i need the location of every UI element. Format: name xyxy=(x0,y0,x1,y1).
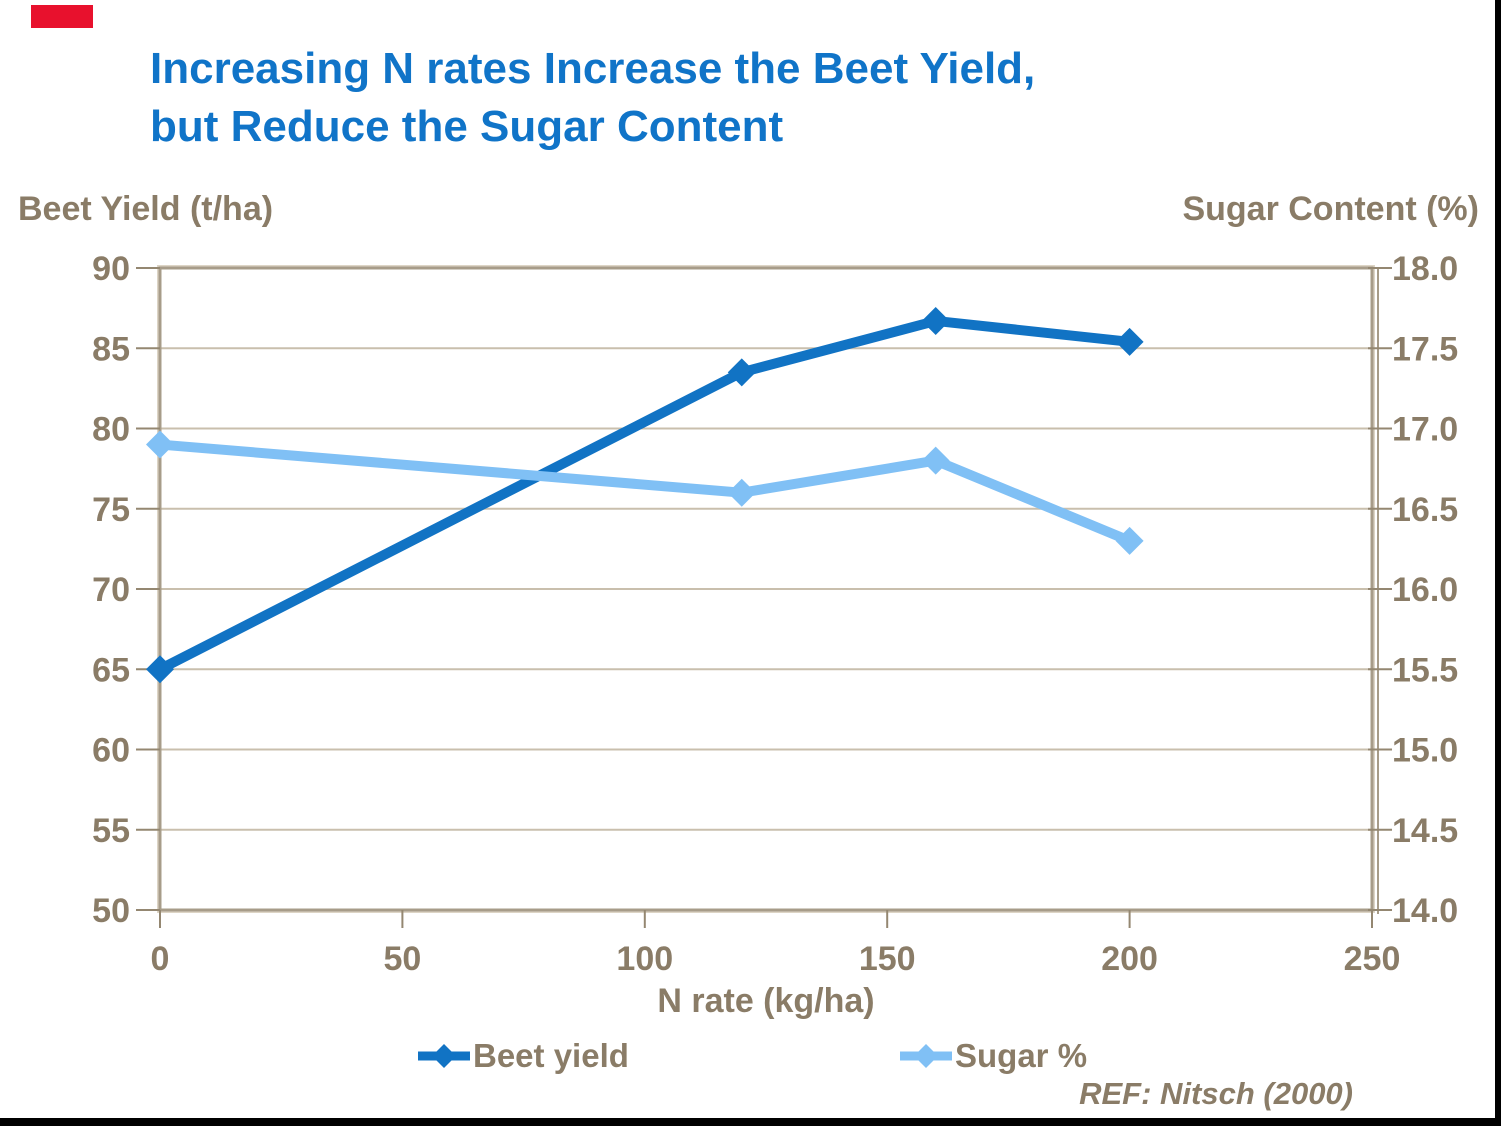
y-tick-label-left: 85 xyxy=(92,330,130,368)
y-tick-label-left: 70 xyxy=(92,571,130,609)
right-axis-title: Sugar Content (%) xyxy=(1182,190,1479,228)
beet-yield-marker xyxy=(727,358,756,387)
y-tick-label-left: 90 xyxy=(92,250,130,288)
slide-right-border xyxy=(1495,0,1501,1126)
legend-label-beet-yield: Beet yield xyxy=(473,1037,629,1074)
y-tick-label-left: 55 xyxy=(92,812,130,850)
legend-marker-sugar-icon xyxy=(900,1044,952,1068)
sugar-marker xyxy=(146,430,174,459)
x-tick-label: 50 xyxy=(383,940,421,978)
legend-marker-beet-icon xyxy=(418,1044,470,1068)
y-tick-label-right: 17.5 xyxy=(1392,330,1458,368)
y-tick-label-right: 15.0 xyxy=(1392,732,1458,770)
beet-yield-marker xyxy=(921,306,950,335)
x-tick-label: 0 xyxy=(151,940,170,978)
y-tick-label-right: 18.0 xyxy=(1392,250,1458,288)
y-tick-label-left: 80 xyxy=(92,411,130,449)
reference-text: REF: Nitsch (2000) xyxy=(1079,1076,1353,1111)
beet-yield-line xyxy=(155,315,1135,675)
left-axis-title: Beet Yield (t/ha) xyxy=(18,190,274,228)
legend-item-beet-yield: Beet yield xyxy=(416,1036,629,1076)
legend-label-sugar: Sugar % xyxy=(955,1037,1088,1074)
y-tick-label-right: 16.5 xyxy=(1392,491,1458,529)
slide-bottom-border xyxy=(0,1118,1501,1126)
sugar-marker xyxy=(727,478,756,507)
y-tick-label-left: 75 xyxy=(92,491,130,529)
beet-yield-marker xyxy=(146,655,174,684)
y-tick-label-left: 60 xyxy=(92,732,130,770)
title-line-2: but Reduce the Sugar Content xyxy=(150,102,784,151)
beet-yield-marker xyxy=(1115,327,1144,356)
y-tick-label-left: 50 xyxy=(92,892,130,930)
title-line-1: Increasing N rates Increase the Beet Yie… xyxy=(150,44,1036,93)
red-accent-bar xyxy=(31,5,93,28)
sugar-line xyxy=(155,439,1135,546)
y-tick-label-left: 65 xyxy=(92,651,130,689)
x-tick-label: 250 xyxy=(1344,940,1401,978)
sugar-marker xyxy=(921,446,950,475)
chart-title: Increasing N rates Increase the Beet Yie… xyxy=(150,40,1035,156)
legend-item-sugar: Sugar % xyxy=(898,1036,1087,1076)
x-axis-title: N rate (kg/ha) xyxy=(657,982,875,1020)
y-tick-label-right: 17.0 xyxy=(1392,411,1458,449)
x-tick-label: 200 xyxy=(1101,940,1158,978)
y-tick-label-right: 14.5 xyxy=(1392,812,1458,850)
y-tick-label-right: 14.0 xyxy=(1392,892,1458,930)
x-tick-label: 150 xyxy=(859,940,916,978)
x-tick-label: 100 xyxy=(616,940,673,978)
sugar-marker xyxy=(1115,526,1144,555)
y-tick-label-right: 15.5 xyxy=(1392,651,1458,689)
y-tick-label-right: 16.0 xyxy=(1392,571,1458,609)
